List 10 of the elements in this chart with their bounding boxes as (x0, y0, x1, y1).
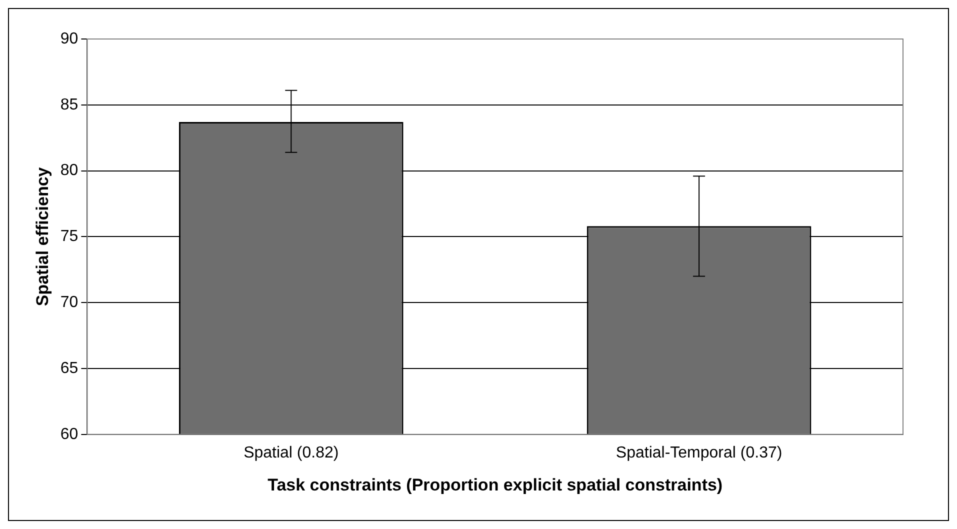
x-tick-label: Spatial (0.82) (244, 444, 339, 462)
y-tick-label: 85 (60, 96, 78, 114)
x-tick-label: Spatial-Temporal (0.37) (616, 444, 782, 462)
y-tick-label: 65 (60, 360, 78, 377)
y-tick-label: 80 (60, 162, 78, 180)
y-tick-label: 70 (60, 294, 78, 312)
y-tick-label: 90 (60, 30, 78, 48)
y-axis-title: Spatial efficiency (32, 166, 52, 306)
y-tick-label: 75 (60, 228, 78, 246)
y-tick-label: 60 (60, 426, 78, 443)
